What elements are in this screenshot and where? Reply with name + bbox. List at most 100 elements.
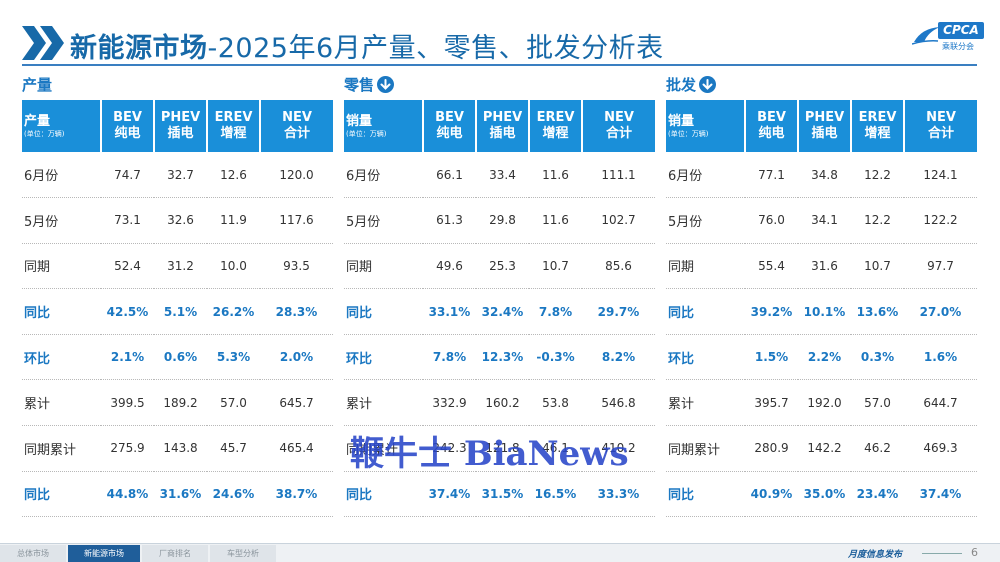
column-header-bottom: 合计: [927, 126, 954, 141]
table-cell: 42.5%: [101, 288, 154, 335]
table-row: 同比 44.8% 31.6% 24.6% 38.7%: [22, 471, 333, 518]
column-header-top: EREV: [214, 110, 253, 125]
table-cell: 31.2: [154, 243, 207, 290]
table-cell: 93.5: [260, 243, 333, 290]
table-row: 同比 37.4% 31.5% 16.5% 33.3%: [344, 471, 655, 518]
table-cell: 46.1: [529, 425, 582, 472]
table-cell: 7.8%: [423, 334, 476, 381]
table-cell: 66.1: [423, 152, 476, 199]
table-cell: 38.7%: [260, 471, 333, 518]
table-cell: 28.3%: [260, 288, 333, 335]
table-row: 环比 7.8% 12.3% -0.3% 8.2%: [344, 334, 655, 381]
row-label: 同期累计: [666, 425, 745, 472]
column-header-top: NEV: [282, 110, 312, 125]
column-header: BEV 纯电: [745, 100, 799, 152]
table-header-row: 产量 (单位：万辆) BEV 纯电 PHEV 插电 EREV 增程 NEV 合计: [22, 100, 333, 152]
table-cell: 33.4: [476, 152, 529, 199]
table-row: 同比 39.2% 10.1% 13.6% 27.0%: [666, 288, 977, 335]
table-cell: 97.7: [904, 243, 977, 290]
row-label: 6月份: [22, 152, 101, 199]
table-cell: 465.4: [260, 425, 333, 472]
row-label: 6月份: [344, 152, 423, 199]
table-cell: 55.4: [745, 243, 798, 290]
table-cell: 160.2: [476, 379, 529, 427]
table-cell: 644.7: [904, 379, 977, 427]
row-label: 累计: [344, 379, 423, 427]
table-cell: 29.8: [476, 197, 529, 244]
section-title-label: 批发: [666, 76, 697, 94]
table-cell: 410.2: [582, 425, 655, 472]
table-cell: 10.0: [207, 243, 260, 290]
row-label: 同期: [22, 243, 101, 290]
title-underline: [22, 64, 977, 66]
table-cell: 120.0: [260, 152, 333, 199]
table-cell: 280.9: [745, 425, 798, 472]
table-cell: 11.9: [207, 197, 260, 244]
table-cell: 26.2%: [207, 288, 260, 335]
column-header-top: PHEV: [482, 110, 523, 125]
table-cell: 12.3%: [476, 334, 529, 381]
header-label-cell: 销量 (单位：万辆): [666, 100, 746, 152]
table-cell: 0.3%: [851, 334, 904, 381]
footer-tab-ranking[interactable]: 厂商排名: [142, 545, 208, 562]
table-cell: 39.2%: [745, 288, 798, 335]
table-cell: 2.0%: [260, 334, 333, 381]
section-title-label: 产量: [22, 76, 53, 94]
table-cell: 0.6%: [154, 334, 207, 381]
table-cell: 192.0: [798, 379, 851, 427]
column-header-bottom: 增程: [864, 126, 891, 141]
table-row: 同期 52.4 31.2 10.0 93.5: [22, 243, 333, 290]
table-cell: 645.7: [260, 379, 333, 427]
table-cell: 469.3: [904, 425, 977, 472]
table-row: 同期 49.6 25.3 10.7 85.6: [344, 243, 655, 290]
table-row: 同比 40.9% 35.0% 23.4% 37.4%: [666, 471, 977, 518]
table-cell: 77.1: [745, 152, 798, 199]
table-cell: 31.5%: [476, 471, 529, 518]
table-header-row: 销量 (单位：万辆) BEV 纯电 PHEV 插电 EREV 增程 NEV 合计: [666, 100, 977, 152]
arrow-down-circle-icon: [377, 76, 395, 93]
table-cell: 76.0: [745, 197, 798, 244]
column-header-top: BEV: [435, 110, 464, 125]
row-label: 同期: [344, 243, 423, 290]
column-header: PHEV 插电: [476, 100, 530, 152]
table-cell: 121.8: [476, 425, 529, 472]
table-cell: 74.7: [101, 152, 154, 199]
logo-text: CPCA: [938, 22, 984, 39]
header: 新能源市场-2025年6月产量、零售、批发分析表 CPCA 乘联分会: [0, 0, 1000, 70]
table-header-row: 销量 (单位：万辆) BEV 纯电 PHEV 插电 EREV 增程 NEV 合计: [344, 100, 655, 152]
row-label: 同期累计: [22, 425, 101, 472]
row-label: 环比: [344, 334, 423, 381]
table-cell: 31.6%: [154, 471, 207, 518]
table-row: 6月份 66.1 33.4 11.6 111.1: [344, 152, 655, 199]
watermark: 鞭牛士 BiaNews: [350, 434, 629, 474]
header-label: 销量: [668, 113, 695, 129]
footer-tab-model[interactable]: 车型分析: [210, 545, 276, 562]
column-header: BEV 纯电: [423, 100, 477, 152]
table-cell: 122.2: [904, 197, 977, 244]
row-label: 同比: [22, 471, 101, 518]
footer-tab-nev[interactable]: 新能源市场: [68, 545, 140, 562]
table-cell: 61.3: [423, 197, 476, 244]
table-cell: 546.8: [582, 379, 655, 427]
cpca-logo: CPCA 乘联分会: [912, 22, 984, 52]
table-cell: 85.6: [582, 243, 655, 290]
section-title: 批发: [666, 74, 717, 95]
table-cell: 24.6%: [207, 471, 260, 518]
table-row: 同期累计 242.3 121.8 46.1 410.2: [344, 425, 655, 472]
footer-tab-overall[interactable]: 总体市场: [0, 545, 66, 562]
table-cell: 57.0: [851, 379, 904, 427]
column-header-bottom: 纯电: [758, 126, 785, 141]
table-cell: 32.4%: [476, 288, 529, 335]
column-header-bottom: 插电: [811, 126, 838, 141]
table-cell: 31.6: [798, 243, 851, 290]
column-header: PHEV 插电: [154, 100, 208, 152]
table-cell: 53.8: [529, 379, 582, 427]
table-cell: 12.2: [851, 197, 904, 244]
column-header-bottom: 纯电: [436, 126, 463, 141]
row-label: 累计: [22, 379, 101, 427]
row-label: 环比: [666, 334, 745, 381]
column-header: NEV 合计: [904, 100, 977, 152]
data-table: 销量 (单位：万辆) BEV 纯电 PHEV 插电 EREV 增程 NEV 合计 6月份 77.1 34…: [666, 100, 977, 518]
page-title-bold: 新能源市场: [70, 33, 208, 64]
column-header-top: PHEV: [160, 110, 201, 125]
